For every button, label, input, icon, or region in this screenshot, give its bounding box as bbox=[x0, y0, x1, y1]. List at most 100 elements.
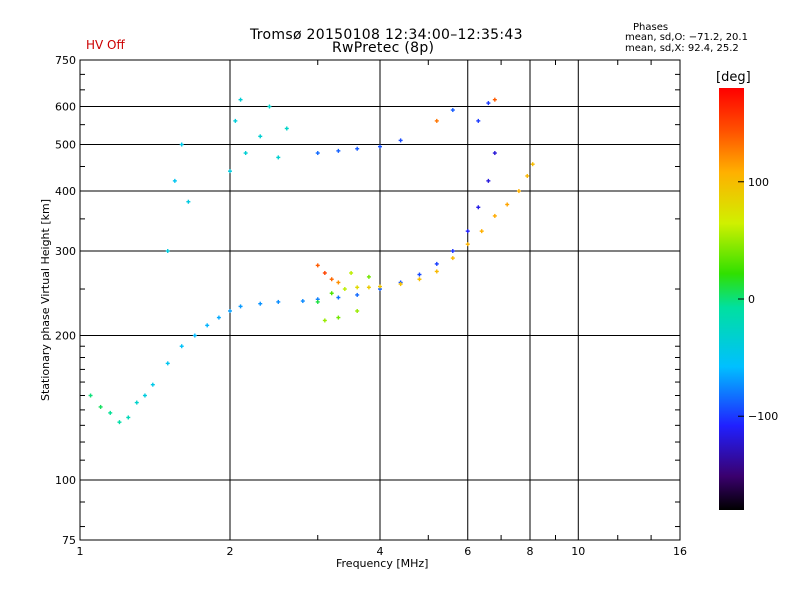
data-point bbox=[276, 299, 281, 304]
data-point bbox=[336, 295, 341, 300]
data-point bbox=[233, 118, 238, 123]
data-point bbox=[336, 280, 341, 285]
data-point bbox=[315, 299, 320, 304]
data-point bbox=[465, 229, 470, 234]
y-tick-label: 600 bbox=[55, 101, 76, 114]
data-point bbox=[434, 269, 439, 274]
y-tick-label: 300 bbox=[55, 245, 76, 258]
data-point bbox=[243, 151, 248, 156]
data-point bbox=[117, 420, 122, 425]
x-tick-label: 16 bbox=[673, 545, 687, 558]
data-point bbox=[530, 162, 535, 167]
x-tick-label: 1 bbox=[77, 545, 84, 558]
y-tick-label: 500 bbox=[55, 139, 76, 152]
data-point bbox=[492, 97, 497, 102]
phase-box-title: Phases bbox=[633, 22, 669, 33]
data-point bbox=[417, 277, 422, 282]
data-point bbox=[465, 242, 470, 247]
x-tick-label: 4 bbox=[377, 545, 384, 558]
data-point bbox=[355, 146, 360, 151]
data-point bbox=[258, 134, 263, 139]
data-point bbox=[398, 282, 403, 287]
data-point bbox=[186, 199, 191, 204]
x-tick-label: 2 bbox=[227, 545, 234, 558]
data-point bbox=[284, 126, 289, 131]
data-point bbox=[434, 261, 439, 266]
data-point bbox=[450, 108, 455, 113]
y-tick-label: 200 bbox=[55, 330, 76, 343]
data-point bbox=[126, 415, 131, 420]
ionogram-subtitle: RwPretec (8p) bbox=[332, 40, 435, 56]
phase-o-mode-stats: mean, sd,O: −71.2, 20.1 bbox=[625, 32, 748, 43]
data-point bbox=[172, 178, 177, 183]
data-point bbox=[267, 104, 272, 109]
data-point bbox=[165, 361, 170, 366]
data-point bbox=[355, 308, 360, 313]
data-point bbox=[216, 315, 221, 320]
data-point bbox=[108, 410, 113, 415]
data-point bbox=[228, 169, 232, 174]
data-point bbox=[378, 284, 382, 289]
data-point bbox=[378, 144, 382, 149]
y-tick-label: 400 bbox=[55, 185, 76, 198]
data-point bbox=[179, 344, 184, 349]
data-point bbox=[342, 287, 347, 292]
data-point bbox=[336, 315, 341, 320]
data-point bbox=[398, 138, 403, 143]
y-tick-label: 750 bbox=[55, 54, 76, 67]
x-tick-label: 6 bbox=[464, 545, 471, 558]
data-point bbox=[179, 142, 184, 147]
data-point bbox=[349, 270, 354, 275]
data-point bbox=[525, 173, 530, 178]
data-point bbox=[479, 229, 484, 234]
data-point bbox=[205, 323, 210, 328]
data-point bbox=[450, 249, 455, 254]
data-point bbox=[315, 151, 320, 156]
data-point bbox=[516, 189, 521, 194]
data-point bbox=[366, 285, 371, 290]
x-tick-label: 8 bbox=[527, 545, 534, 558]
data-point bbox=[486, 178, 491, 183]
y-tick-label: 100 bbox=[55, 474, 76, 487]
colorbar-ticks: 100 0 −100 bbox=[738, 176, 778, 423]
data-point bbox=[98, 404, 103, 409]
data-point bbox=[492, 151, 497, 156]
data-point bbox=[336, 148, 341, 153]
hv-status-label: HV Off bbox=[86, 38, 125, 52]
data-point bbox=[486, 101, 491, 106]
x-axis-label: Frequency [MHz] bbox=[336, 557, 429, 570]
data-point bbox=[355, 292, 360, 297]
data-point bbox=[315, 263, 320, 268]
colorbar-unit-label: [deg] bbox=[716, 70, 751, 85]
x-tick-label: 10 bbox=[571, 545, 585, 558]
data-point bbox=[492, 213, 497, 218]
data-point bbox=[300, 299, 305, 304]
data-point bbox=[434, 118, 439, 123]
data-point bbox=[134, 400, 139, 405]
data-point bbox=[238, 97, 243, 102]
phase-x-mode-stats: mean, sd,X: 92.4, 25.2 bbox=[625, 43, 739, 54]
data-point bbox=[228, 308, 232, 313]
data-points bbox=[88, 97, 535, 425]
grid-lines bbox=[80, 60, 680, 540]
data-point bbox=[329, 291, 334, 296]
data-point bbox=[355, 285, 360, 290]
ionogram-title: Tromsø 20150108 12:34:00–12:35:43 bbox=[250, 27, 523, 43]
data-point bbox=[192, 333, 197, 338]
data-point bbox=[238, 304, 243, 309]
data-point bbox=[476, 118, 481, 123]
data-point bbox=[366, 274, 371, 279]
data-point bbox=[450, 256, 455, 261]
data-point bbox=[276, 155, 281, 160]
data-point bbox=[417, 272, 422, 277]
colorbar-tick-label: 100 bbox=[748, 176, 769, 189]
y-axis-ticks: 75 100 200 300 400 500 600 750 bbox=[55, 54, 680, 547]
data-point bbox=[322, 270, 327, 275]
data-point bbox=[88, 393, 93, 398]
colorbar-tick-label: 0 bbox=[748, 293, 755, 306]
data-point bbox=[505, 202, 510, 207]
data-point bbox=[258, 301, 263, 306]
data-point bbox=[476, 205, 481, 210]
plot-frame bbox=[79, 59, 681, 541]
